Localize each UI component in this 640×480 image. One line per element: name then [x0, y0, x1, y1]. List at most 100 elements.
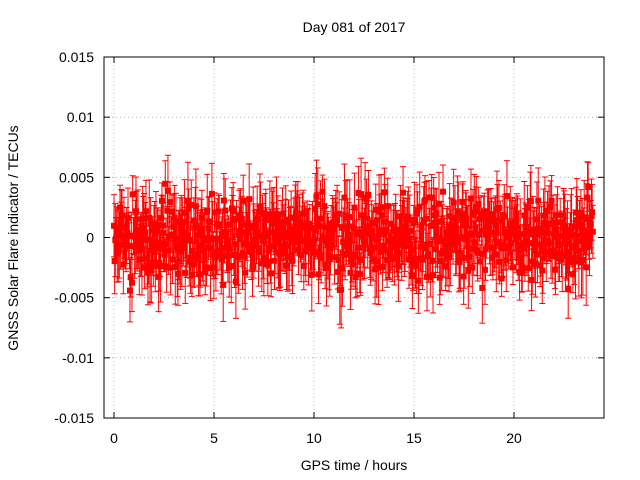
data-point [404, 213, 411, 220]
data-point [385, 238, 392, 245]
data-point [289, 257, 296, 264]
data-point [128, 279, 135, 286]
data-point [302, 248, 309, 255]
data-point [504, 230, 511, 237]
data-point [566, 250, 573, 257]
data-point [525, 231, 532, 238]
data-point [265, 248, 272, 255]
data-point [479, 284, 486, 291]
data-point [527, 197, 534, 204]
data-point [203, 264, 210, 271]
data-point [158, 197, 165, 204]
data-point [463, 221, 470, 228]
data-point [283, 262, 290, 269]
data-point [291, 226, 298, 233]
data-point [247, 242, 254, 249]
data-point [262, 217, 269, 224]
data-point [134, 241, 141, 248]
data-point [196, 271, 203, 278]
data-point [297, 235, 304, 242]
data-point [531, 241, 538, 248]
data-point [334, 268, 341, 275]
data-point [388, 220, 395, 227]
data-point [346, 214, 353, 221]
data-point [238, 229, 245, 236]
data-point [482, 246, 489, 253]
y-tick-label: 0.01 [67, 109, 94, 125]
data-point [477, 258, 484, 265]
data-point [321, 203, 328, 210]
data-point [512, 221, 519, 228]
data-point [157, 263, 164, 270]
data-point [300, 210, 307, 217]
data-point [471, 239, 478, 246]
data-point [519, 264, 526, 271]
data-point [436, 274, 443, 281]
data-point [133, 226, 140, 233]
data-point [119, 233, 126, 240]
data-point [312, 206, 319, 213]
data-point [232, 278, 239, 285]
data-point [281, 230, 288, 237]
data-point [490, 218, 497, 225]
data-point [178, 226, 185, 233]
data-point [394, 250, 401, 257]
data-point [154, 227, 161, 234]
data-point [221, 228, 228, 235]
data-point [374, 217, 381, 224]
data-point [570, 231, 577, 238]
data-point [167, 264, 174, 271]
data-point [412, 256, 419, 263]
data-point [375, 264, 382, 271]
data-point [331, 254, 338, 261]
data-point [581, 233, 588, 240]
data-point [254, 215, 261, 222]
data-point [271, 257, 278, 264]
data-point [280, 245, 287, 252]
data-point [589, 228, 596, 235]
data-point [264, 258, 271, 265]
data-point [344, 223, 351, 230]
data-point [146, 214, 153, 221]
data-point [460, 273, 467, 280]
data-point [154, 221, 161, 228]
x-tick-label: 0 [110, 430, 118, 446]
data-point [449, 222, 456, 229]
data-point [240, 241, 247, 248]
data-point [503, 257, 510, 264]
data-point [560, 212, 567, 219]
data-point [425, 250, 432, 257]
data-point [352, 274, 359, 281]
data-point [553, 234, 560, 241]
data-point [227, 221, 234, 228]
data-point [383, 226, 390, 233]
data-point [339, 265, 346, 272]
data-point [483, 230, 490, 237]
data-point [183, 236, 190, 243]
data-point [378, 212, 385, 219]
data-point [380, 243, 387, 250]
data-point [544, 207, 551, 214]
data-point [309, 225, 316, 232]
data-point [422, 245, 429, 252]
data-point [545, 220, 552, 227]
data-point [553, 227, 560, 234]
data-point [370, 219, 377, 226]
data-point [505, 234, 512, 241]
data-point [550, 230, 557, 237]
data-point [430, 272, 437, 279]
data-point [314, 221, 321, 228]
data-point [202, 268, 209, 275]
data-point [432, 246, 439, 253]
data-point [372, 206, 379, 213]
data-point [496, 258, 503, 265]
data-point [148, 247, 155, 254]
data-point [537, 241, 544, 248]
data-point [174, 270, 181, 277]
data-point [447, 244, 454, 251]
data-point [187, 254, 194, 261]
data-point [579, 256, 586, 263]
data-point [322, 224, 329, 231]
data-point [194, 224, 201, 231]
data-point [418, 223, 425, 230]
